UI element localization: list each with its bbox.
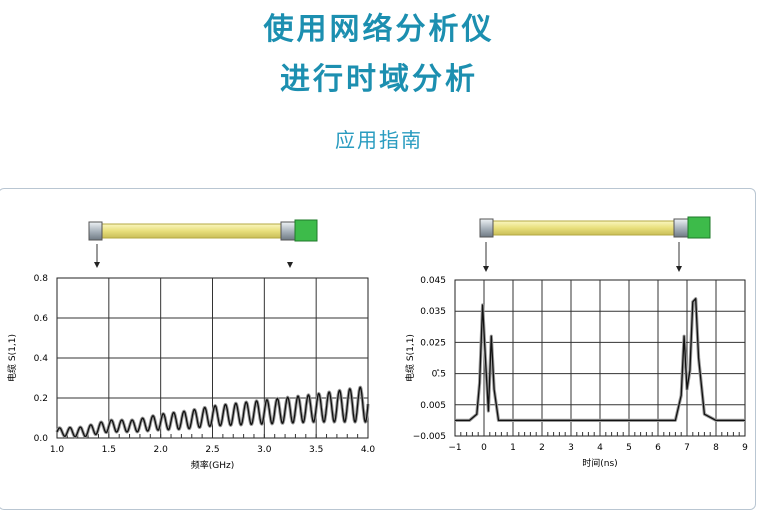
- load-block-right: [687, 216, 711, 239]
- y-tick-label: 0.025: [420, 338, 446, 348]
- x-tick-label: 1.5: [102, 445, 116, 455]
- y-tick-label: 0.6: [34, 314, 49, 324]
- chart-frequency: 1.0 1.5 2.0 2.5 3.0 3.5 4.0 0.0 0.2 0.4 0.6 0.8 频率(G…: [6, 274, 375, 471]
- cable-illustration-left: [88, 219, 318, 268]
- x-tick-label: 0: [481, 443, 487, 453]
- x-tick-label: 2.5: [205, 445, 219, 455]
- x-axis-label: 时间(ns): [582, 457, 617, 469]
- x-tick-label: 5: [626, 443, 632, 453]
- connector-left-start: [88, 221, 103, 241]
- x-tick-label: 1.0: [50, 445, 65, 455]
- y-tick-label: 0.4: [34, 354, 49, 364]
- x-tick-label: 3.5: [309, 445, 323, 455]
- y-tick-label: 0.005: [420, 401, 446, 411]
- series-trace: [56, 386, 369, 438]
- y-tick-label: 0.045: [420, 276, 446, 286]
- x-tick-label: 4.0: [361, 445, 376, 455]
- subtitle: 应用指南: [335, 128, 423, 152]
- marker-arrow-left-end: [287, 262, 293, 268]
- marker-arrow-left-start: [94, 262, 100, 268]
- y-tick-label: −0.005: [413, 432, 446, 442]
- marker-arrow-right-start: [483, 266, 489, 272]
- x-tick-label: 3: [568, 443, 574, 453]
- connector-right-start: [479, 218, 494, 238]
- marker-arrow-right-end: [676, 266, 682, 272]
- x-tick-label: 4: [597, 443, 603, 453]
- title-line-1: 使用网络分析仪: [263, 12, 495, 47]
- cable-illustration-right: [479, 216, 711, 272]
- y-tick-label: 0.0: [34, 434, 49, 444]
- x-tick-label: 6: [655, 443, 661, 453]
- x-tick-label: −1: [448, 443, 461, 453]
- x-tick-label: 8: [713, 443, 719, 453]
- x-tick-label: 3.0: [257, 445, 272, 455]
- connector-left-end: [280, 221, 296, 241]
- y-tick-label: 0.̂5: [432, 369, 446, 380]
- y-axis-label: 电缆 S(1,1): [404, 334, 416, 382]
- connector-right-end: [673, 218, 689, 238]
- x-tick-label: 7: [684, 443, 690, 453]
- x-tick-label: 2: [539, 443, 545, 453]
- chart-time: −1 0 1 2 3 4 5 6 7 8 9 −0.005 0.005 0.̂5 0.025 0.035 0.0…: [404, 276, 748, 469]
- x-tick-label: 1: [510, 443, 516, 453]
- title-line-2: 进行时域分析: [280, 62, 478, 97]
- y-tick-label: 0.2: [34, 394, 48, 404]
- x-axis-label: 频率(GHz): [191, 459, 235, 471]
- x-tick-label: 9: [742, 443, 748, 453]
- y-tick-label: 0.8: [34, 274, 49, 284]
- series-trace: [455, 298, 745, 422]
- load-block-left: [294, 219, 318, 242]
- y-axis-label: 电缆 S(1,1): [6, 334, 18, 382]
- x-tick-label: 2.0: [154, 445, 169, 455]
- y-tick-label: 0.035: [420, 307, 446, 317]
